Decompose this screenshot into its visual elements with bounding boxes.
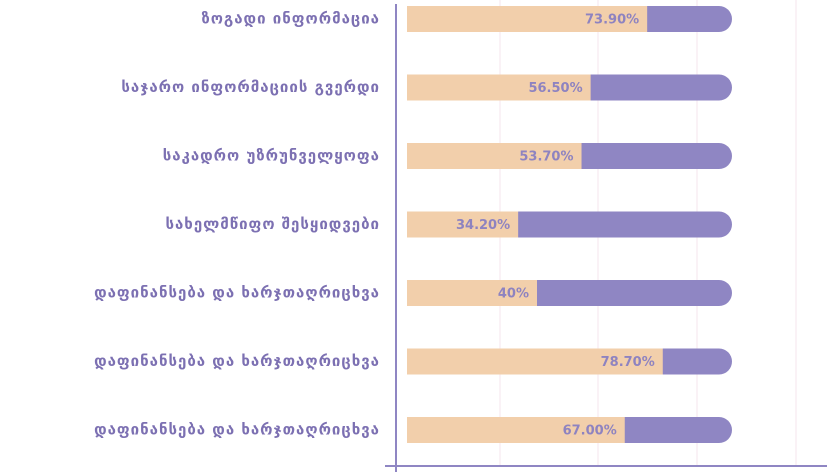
bar: [407, 348, 663, 375]
value-label: 78.70%: [601, 355, 655, 370]
value-label: 67.00%: [563, 424, 617, 439]
bar: [407, 74, 591, 101]
bar: [407, 417, 625, 443]
category-label: დაფინანსება და ხარჯთაღრიცხვა: [94, 352, 380, 370]
value-label: 53.70%: [519, 150, 573, 165]
value-label: 34.20%: [456, 218, 510, 233]
category-label: სახელმწიფო შესყიდვები: [165, 215, 380, 233]
bar: [407, 280, 537, 306]
value-label: 56.50%: [528, 81, 582, 96]
category-label: ზოგადი ინფორმაცია: [201, 10, 380, 28]
bar: [407, 143, 582, 169]
bar: [407, 6, 648, 32]
category-label: საკადრო უზრუნველყოფა: [163, 147, 380, 165]
category-label: დაფინანსება და ხარჯთაღრიცხვა: [94, 421, 380, 439]
category-label: დაფინანსება და ხარჯთაღრიცხვა: [94, 284, 380, 302]
value-label: 40%: [498, 287, 529, 302]
category-label: საჯარო ინფორმაციის გვერდი: [121, 78, 380, 96]
value-label: 73.90%: [585, 13, 639, 28]
bar: [407, 211, 519, 238]
